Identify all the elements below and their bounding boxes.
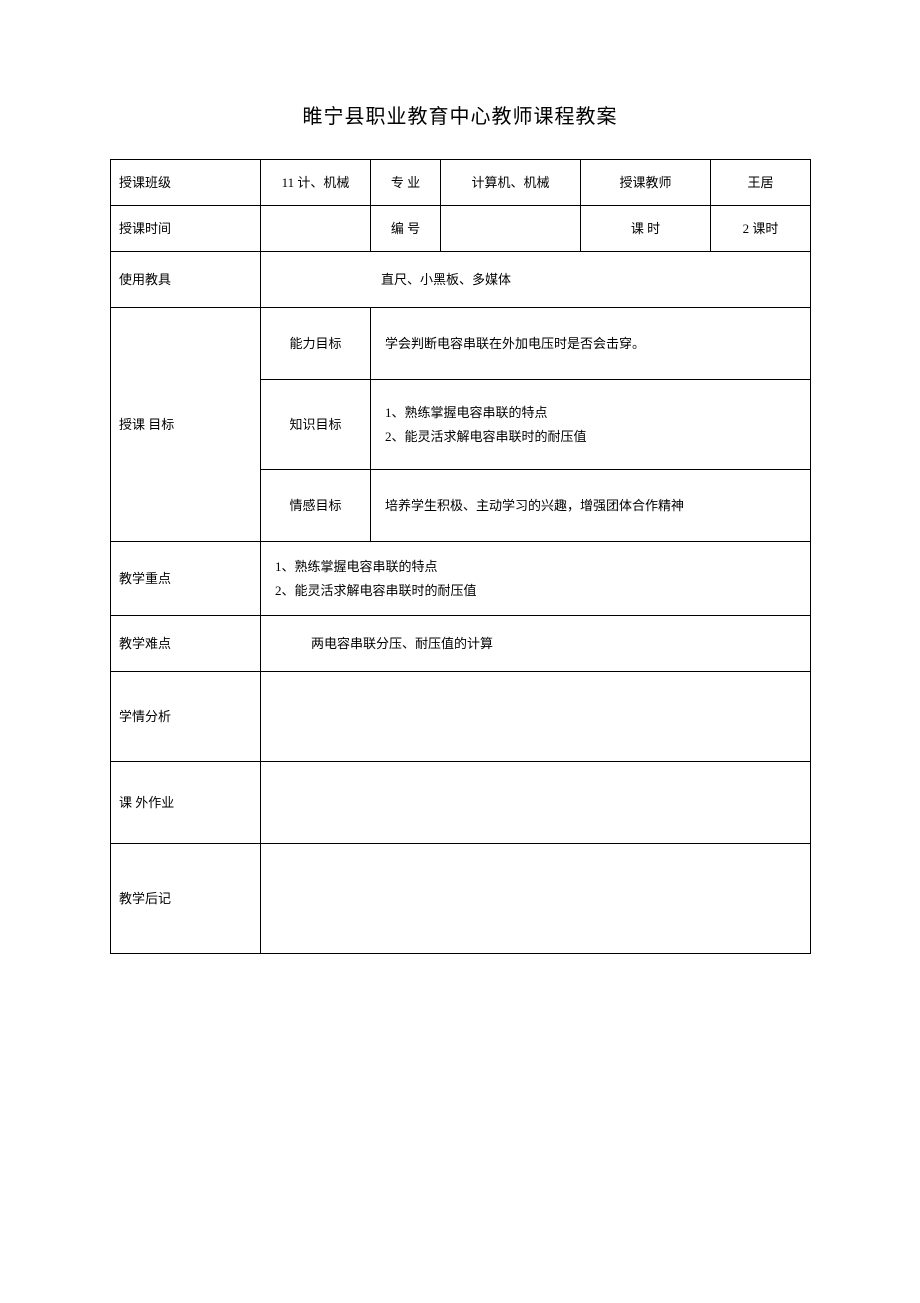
number-value [441,206,581,252]
knowledge-goal-value: 1、熟练掌握电容串联的特点2、能灵活求解电容串联时的耐压值 [371,380,811,470]
class-value: 11 计、机械 [261,160,371,206]
hours-value: 2 课时 [711,206,811,252]
table-row: 授课班级 11 计、机械 专 业 计算机、机械 授课教师 王居 [111,160,811,206]
table-row: 授课时间 编 号 课 时 2 课时 [111,206,811,252]
class-label: 授课班级 [111,160,261,206]
difficulty-label: 教学难点 [111,616,261,672]
ability-goal-label: 能力目标 [261,308,371,380]
difficulty-value: 两电容串联分压、耐压值的计算 [261,616,811,672]
analysis-label: 学情分析 [111,672,261,762]
hours-label: 课 时 [581,206,711,252]
homework-label: 课 外作业 [111,762,261,844]
table-row: 教学后记 [111,844,811,954]
time-value [261,206,371,252]
table-row: 课 外作业 [111,762,811,844]
emotion-goal-label: 情感目标 [261,470,371,542]
page-title: 睢宁县职业教育中心教师课程教案 [110,100,810,129]
knowledge-goal-label: 知识目标 [261,380,371,470]
major-label: 专 业 [371,160,441,206]
table-row: 教学重点 1、熟练掌握电容串联的特点2、能灵活求解电容串联时的耐压值 [111,542,811,616]
table-row: 教学难点 两电容串联分压、耐压值的计算 [111,616,811,672]
teacher-label: 授课教师 [581,160,711,206]
keypoint-label: 教学重点 [111,542,261,616]
major-value: 计算机、机械 [441,160,581,206]
emotion-goal-value: 培养学生积极、主动学习的兴趣，增强团体合作精神 [371,470,811,542]
table-row: 学情分析 [111,672,811,762]
tools-value: 直尺、小黑板、多媒体 [261,252,811,308]
number-label: 编 号 [371,206,441,252]
table-row: 授课 目标 能力目标 学会判断电容串联在外加电压时是否会击穿。 [111,308,811,380]
postnote-label: 教学后记 [111,844,261,954]
ability-goal-value: 学会判断电容串联在外加电压时是否会击穿。 [371,308,811,380]
keypoint-value: 1、熟练掌握电容串联的特点2、能灵活求解电容串联时的耐压值 [261,542,811,616]
table-row: 使用教具 直尺、小黑板、多媒体 [111,252,811,308]
analysis-value [261,672,811,762]
tools-label: 使用教具 [111,252,261,308]
lesson-plan-table: 授课班级 11 计、机械 专 业 计算机、机械 授课教师 王居 授课时间 编 号… [110,159,811,954]
homework-value [261,762,811,844]
postnote-value [261,844,811,954]
teacher-value: 王居 [711,160,811,206]
time-label: 授课时间 [111,206,261,252]
goals-label: 授课 目标 [111,308,261,542]
